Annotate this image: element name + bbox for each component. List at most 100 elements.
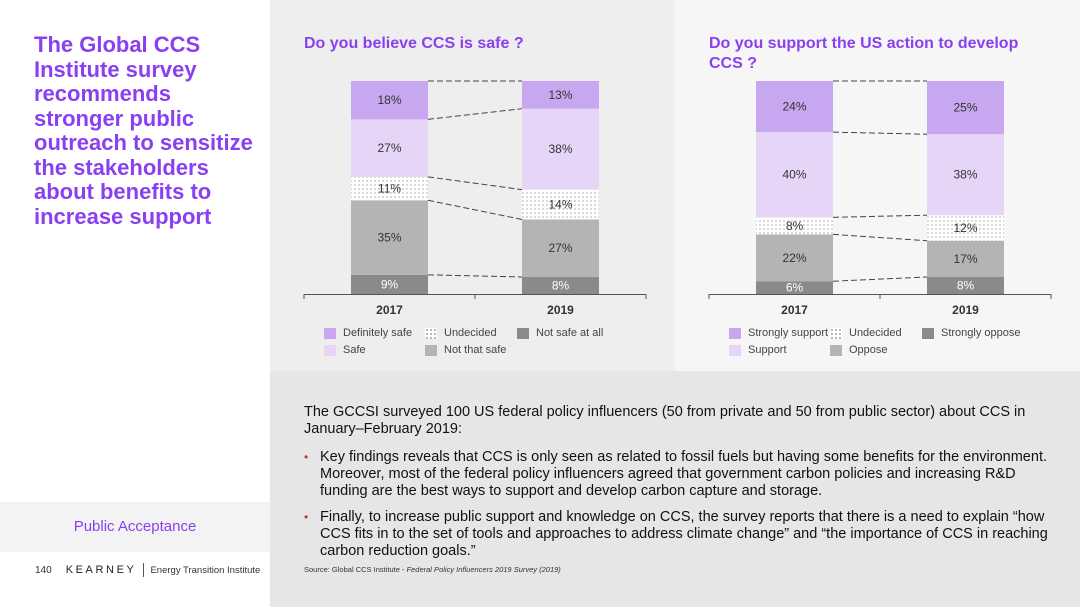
category-label: 2019 (547, 303, 574, 317)
data-label: 12% (953, 221, 977, 235)
finding-text: Key findings reveals that CCS is only se… (320, 449, 1047, 499)
findings-section: The GCCSI surveyed 100 US federal policy… (270, 371, 1080, 607)
bar-segment-not-that-safe (351, 200, 428, 275)
connector-line (832, 131, 928, 135)
data-label: 17% (953, 252, 977, 266)
connector-line (427, 108, 523, 120)
bar-segment-undecided (927, 215, 1004, 241)
bar-segment-undecided (522, 189, 599, 220)
bar-segment-strongly-support (927, 81, 1004, 135)
bar-segment-not-safe-at-all (351, 274, 428, 294)
connector-line (427, 274, 523, 278)
legend-swatch (922, 327, 934, 339)
connector-line (832, 233, 928, 242)
chart-title: Do you support the US action to develop … (709, 35, 1019, 72)
legend-label: Safe (343, 344, 366, 356)
bar-segment-support (756, 132, 833, 218)
data-label: 11% (378, 182, 401, 196)
data-label: 8% (552, 278, 570, 292)
legend-label: Not that safe (444, 344, 507, 356)
footer-divider (143, 563, 145, 577)
data-label: 25% (953, 101, 977, 115)
bar-segment-undecided (351, 176, 428, 201)
data-label: 8% (957, 278, 975, 292)
data-label: 18% (377, 93, 401, 107)
bar-segment-not-safe-at-all (522, 276, 599, 294)
bar-2019: 8% 27% 14% 38% 13% (522, 81, 599, 294)
institute-name: Energy Transition Institute (150, 564, 261, 576)
finding-item: • Key findings reveals that CCS is only s… (304, 449, 1054, 500)
category-label: 2017 (376, 303, 403, 317)
bar-2017: 9% 35% 11% 27% 18% (351, 81, 428, 294)
source-prefix: Source: Global CCS Institute - (304, 565, 407, 574)
bar-segment-definitely-safe (351, 81, 428, 120)
finding-item: • Finally, to increase public support and… (304, 509, 1054, 560)
bar-segment-oppose (927, 240, 1004, 277)
data-label: 27% (548, 241, 572, 255)
data-label: 38% (548, 142, 572, 156)
bar-segment-definitely-safe (522, 81, 599, 109)
section-band (0, 502, 270, 552)
bar-segment-strongly-oppose (927, 276, 1004, 294)
bar-segment-oppose (756, 234, 833, 282)
data-label: 8% (786, 219, 804, 233)
data-label: 22% (782, 251, 806, 265)
legend-item-strongly-oppose: Strongly oppose (922, 327, 1021, 339)
legend-swatch (729, 344, 741, 356)
legend-swatch (324, 327, 336, 339)
chart-panel-safety: Do you believe CCS is safe ? 9% 35% 11% 27%… (270, 0, 675, 371)
findings-list: • Key findings reveals that CCS is only s… (304, 449, 1054, 569)
legend-item-definitely-safe: Definitely safe (324, 327, 412, 339)
legend-item-support: Support (729, 344, 787, 356)
data-label: 24% (782, 100, 806, 114)
bar-segment-safe (351, 119, 428, 177)
legend-swatch (324, 344, 336, 356)
finding-text: Finally, to increase public support and … (320, 509, 1048, 559)
data-label: 40% (782, 168, 806, 182)
legend-swatch (729, 327, 741, 339)
safety-chart: 9% 35% 11% 27% 18% 2017 8% 27% 14% 38% 13% 2019 (303, 80, 647, 317)
support-chart: 6% 22% 8% 40% 24% 2017 8% 17% 12% 38% 25% 2019 (708, 80, 1052, 317)
legend-label: Support (748, 344, 787, 356)
bar-segment-strongly-oppose (756, 281, 833, 294)
section-label[interactable]: Public Acceptance (73, 518, 197, 535)
legend-item-not-that-safe: Not that safe (425, 344, 506, 356)
data-label: 9% (381, 277, 399, 291)
legend-swatch (425, 344, 437, 356)
legend-label: Strongly oppose (941, 327, 1021, 339)
connector-line (427, 176, 523, 191)
legend-item-undecided: Undecided (830, 327, 902, 339)
legend-item-safe: Safe (324, 344, 366, 356)
legend-swatch (830, 344, 842, 356)
intro-text: The GCCSI surveyed 100 US federal policy… (304, 404, 1026, 437)
legend-swatch (517, 327, 529, 339)
connector-line (832, 276, 928, 282)
data-label: 38% (953, 168, 977, 182)
legend-swatch (425, 327, 437, 339)
kearney-logo: KEARNEY (65, 564, 137, 576)
legend-swatch (830, 327, 842, 339)
legend-label: Not safe at all (536, 327, 604, 339)
data-label: 14% (548, 198, 572, 212)
legend-label: Undecided (444, 327, 497, 339)
legend-item-undecided: Undecided (425, 327, 497, 339)
connector-line (832, 214, 928, 218)
page-number: 140 (35, 564, 52, 576)
source-note: Source: Global CCS Institute - Federal P… (304, 565, 561, 574)
chart-panel-support: Do you support the US action to develop … (675, 0, 1080, 371)
legend-label: Oppose (849, 344, 888, 356)
bar-2019: 8% 17% 12% 38% 25% (927, 81, 1004, 294)
bar-segment-safe (522, 108, 599, 190)
legend-item-oppose: Oppose (830, 344, 888, 356)
legend-label: Undecided (849, 327, 902, 339)
category-label: 2017 (781, 303, 808, 317)
legend-item-strongly-support: Strongly support (729, 327, 828, 339)
bar-segment-undecided (756, 217, 833, 235)
chart-title: Do you believe CCS is safe ? (304, 35, 524, 52)
footer: 140 KEARNEY Energy Transition Institute (35, 563, 260, 577)
legend-label: Definitely safe (343, 327, 413, 339)
bar-segment-not-that-safe (522, 219, 599, 277)
bar-2017: 6% 22% 8% 40% 24% (756, 81, 833, 295)
left-column: The Global CCS Institute survey recommen… (0, 0, 270, 607)
data-label: 6% (786, 281, 804, 295)
